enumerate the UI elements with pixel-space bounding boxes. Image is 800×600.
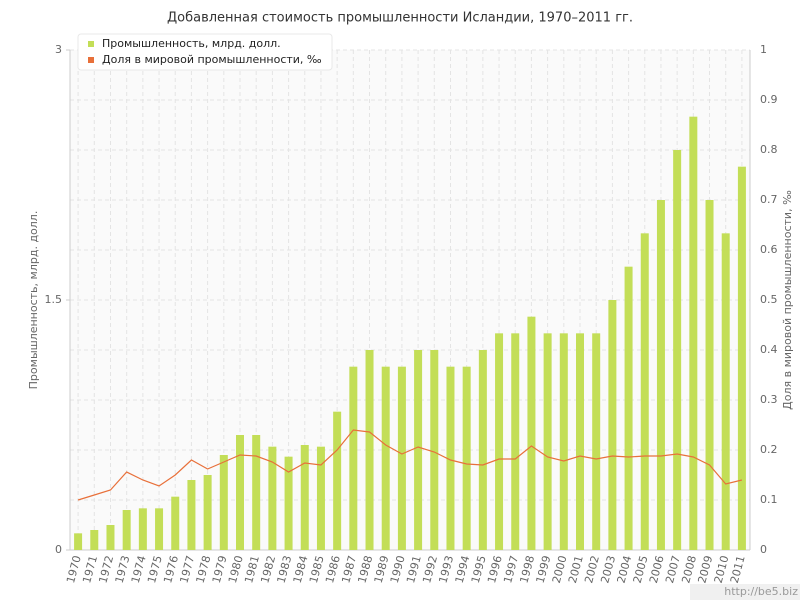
bar xyxy=(511,333,520,550)
bar xyxy=(171,496,180,550)
bar xyxy=(592,333,601,550)
y-tick-label: 3 xyxy=(55,43,62,56)
y2-tick-label: 0.1 xyxy=(760,493,778,506)
y-tick-label: 0 xyxy=(55,543,62,556)
legend-swatch xyxy=(88,57,94,63)
bar xyxy=(316,446,325,550)
bar xyxy=(495,333,504,550)
bar xyxy=(122,510,131,550)
bar xyxy=(236,435,244,550)
bar xyxy=(559,333,568,550)
bar xyxy=(640,233,649,551)
bar xyxy=(203,475,212,550)
bar xyxy=(349,366,358,550)
bar xyxy=(737,166,746,550)
y2-tick-label: 0.9 xyxy=(760,93,778,106)
y2-tick-label: 0.7 xyxy=(760,193,778,206)
y2-tick-label: 0.6 xyxy=(760,243,778,256)
y2-axis-label: Доля в мировой промышленности, ‰ xyxy=(781,190,794,410)
legend-box xyxy=(77,33,333,71)
legend-label: Промышленность, млрд. долл. xyxy=(102,37,281,50)
bar xyxy=(689,116,698,551)
line xyxy=(77,429,743,501)
watermark-box xyxy=(690,584,800,600)
bar xyxy=(219,455,228,550)
bar xyxy=(624,266,633,550)
bar xyxy=(576,333,584,550)
bar xyxy=(381,366,390,550)
legend-label: Доля в мировой промышленности, ‰ xyxy=(102,53,322,66)
bar xyxy=(74,533,83,550)
y2-tick-label: 0.4 xyxy=(760,343,778,356)
watermark: http://be5.biz xyxy=(724,585,798,598)
y2-tick-label: 1 xyxy=(760,43,767,56)
bar xyxy=(284,456,293,550)
y2-tick-label: 0 xyxy=(760,543,767,556)
legend: Промышленность, млрд. долл. Доля в мирово… xyxy=(77,33,333,71)
bar xyxy=(138,508,147,550)
bar xyxy=(252,435,261,550)
bar xyxy=(155,508,164,550)
bar xyxy=(608,300,617,550)
bar xyxy=(721,233,730,551)
bar xyxy=(478,350,487,550)
bar xyxy=(268,446,277,550)
bar xyxy=(462,366,471,550)
y2-tick-label: 0.2 xyxy=(760,443,778,456)
bar xyxy=(673,150,682,550)
y-tick-label: 1.5 xyxy=(45,293,63,306)
bar xyxy=(527,316,536,550)
y2-tick-label: 0.5 xyxy=(760,293,778,306)
bar xyxy=(414,350,423,550)
bar xyxy=(656,200,665,550)
bar xyxy=(430,350,439,550)
y2-tick-label: 0.8 xyxy=(760,143,778,156)
bar xyxy=(397,366,406,550)
bar xyxy=(300,445,309,550)
bar xyxy=(187,480,196,550)
y-axis-label: Промышленность, млрд. долл. xyxy=(27,211,40,390)
bar xyxy=(333,411,342,550)
bar xyxy=(365,350,374,550)
y2-tick-label: 0.3 xyxy=(760,393,778,406)
bar xyxy=(705,200,714,550)
bar xyxy=(446,366,455,550)
bar xyxy=(543,333,552,550)
bar xyxy=(90,530,99,550)
legend-swatch xyxy=(88,41,94,47)
chart-title: Добавленная стоимость промышленности Исл… xyxy=(167,11,633,26)
bar xyxy=(106,525,115,550)
